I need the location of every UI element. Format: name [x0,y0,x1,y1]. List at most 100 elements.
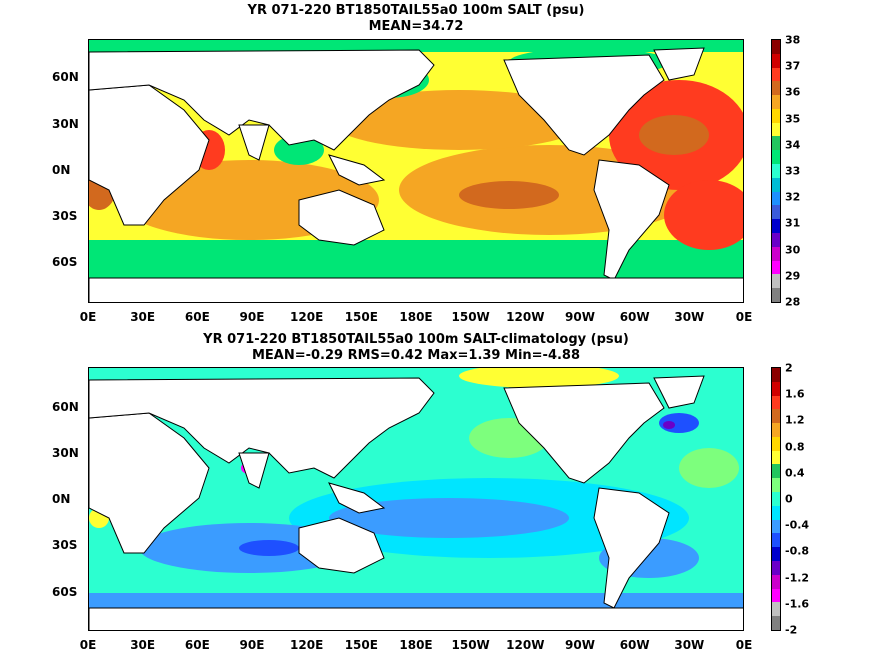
bottom-lon-label: 0E [79,638,97,652]
colorbar-label: 1.2 [785,413,805,427]
colorbar-segment [772,464,780,479]
colorbar-segment [772,574,780,589]
africa [89,412,210,554]
north-america [503,382,665,484]
colorbar-segment [772,205,780,220]
land-masses-bottom [89,375,743,630]
colorbar-label: 29 [785,269,801,283]
bottom-lon-label: 60E [184,638,210,652]
top-lat-label-0n: 0N [52,163,71,177]
bottom-colorbar [771,367,781,631]
colorbar-segment [772,602,780,617]
colorbar-segment [772,288,780,302]
colorbar-segment [772,478,780,493]
pacific-fresher-anomaly [329,498,569,538]
colorbar-segment [772,40,780,54]
greenland [653,375,705,409]
south-america [593,487,670,609]
bottom-lon-label: 30E [130,638,156,652]
maritime-continent [328,482,386,514]
colorbar-segment [772,150,780,165]
colorbar-label: 33 [785,164,801,178]
bottom-lat-label-60n: 60N [52,400,79,414]
colorbar-label: 36 [785,85,801,99]
top-lat-label-60s: 60S [52,255,78,269]
bottom-map-svg [89,368,743,630]
colorbar-label: 31 [785,216,801,230]
bottom-lat-label-30n: 30N [52,446,79,460]
antarctica [89,277,743,302]
bottom-lon-label: 90W [565,638,595,652]
colorbar-label: 38 [785,33,801,47]
top-lon-label: 180E [399,310,433,324]
bottom-lon-label: 0E [735,638,753,652]
top-map [88,39,744,303]
colorbar-label: 2 [785,361,793,375]
india [238,452,270,489]
colorbar-segment [772,274,780,289]
colorbar-segment [772,246,780,261]
colorbar-label: 34 [785,138,801,152]
colorbar-segment [772,450,780,465]
north-america [503,54,665,156]
colorbar-segment [772,108,780,123]
colorbar-label: 0.4 [785,466,805,480]
colorbar-segment [772,588,780,603]
bottom-lon-label: 150W [451,638,490,652]
colorbar-segment [772,219,780,233]
colorbar-segment [772,547,780,561]
top-lon-label: 150W [451,310,490,324]
top-lat-label-30s: 30S [52,209,78,223]
colorbar-label: 28 [785,295,801,309]
north-atlantic-positive [679,448,739,488]
top-lat-label-30n: 30N [52,117,79,131]
top-title-line1: YR 071-220 BT1850TAIL55a0 100m SALT (psu… [247,3,585,18]
colorbar-label: 1.6 [785,387,805,401]
colorbar-segment [772,381,780,396]
south-america [593,159,670,281]
south-atlantic-salty [664,180,743,250]
colorbar-label: -1.2 [785,571,810,585]
antarctica [89,607,743,630]
top-lon-label: 60E [184,310,210,324]
bottom-lon-label: 150E [344,638,378,652]
labrador-min [663,421,675,429]
bottom-title-line1: YR 071-220 BT1850TAIL55a0 100m SALT-clim… [203,332,629,347]
colorbar-segment [772,519,780,534]
bottom-lon-label: 120W [506,638,545,652]
top-lat-label-60n: 60N [52,70,79,84]
top-lon-label: 120W [506,310,545,324]
bottom-lat-label-60s: 60S [52,585,78,599]
colorbar-label: -1.6 [785,597,810,611]
bottom-lon-label: 30W [674,638,705,652]
maritime-continent [328,154,386,186]
colorbar-segment [772,409,780,424]
colorbar-segment [772,616,780,630]
greenland [653,47,705,81]
colorbar-segment [772,232,780,247]
top-title-line2: MEAN=34.72 [368,19,464,34]
colorbar-segment [772,122,780,137]
colorbar-segment [772,505,780,520]
bottom-lon-label: 60W [619,638,650,652]
top-lon-label: 120E [290,310,324,324]
bottom-title-line2: MEAN=-0.29 RMS=0.42 Max=1.39 Min=-4.88 [251,348,581,363]
colorbar-segment [772,164,780,178]
colorbar-segment [772,492,780,506]
colorbar-label: 37 [785,59,801,73]
top-lon-label: 90W [565,310,595,324]
top-lon-label: 150E [344,310,378,324]
colorbar-label: -0.8 [785,544,810,558]
colorbar-segment [772,368,780,382]
indian-fresher-anomaly [239,540,299,556]
colorbar-label: 30 [785,243,801,257]
top-colorbar [771,39,781,303]
top-map-svg [89,40,743,302]
bottom-map [88,367,744,631]
colorbar-label: 32 [785,190,801,204]
colorbar-segment [772,81,780,96]
eurasia [89,377,435,479]
north-atlantic-max [639,115,709,155]
colorbar-label: 0.8 [785,440,805,454]
top-lon-label: 0E [79,310,97,324]
